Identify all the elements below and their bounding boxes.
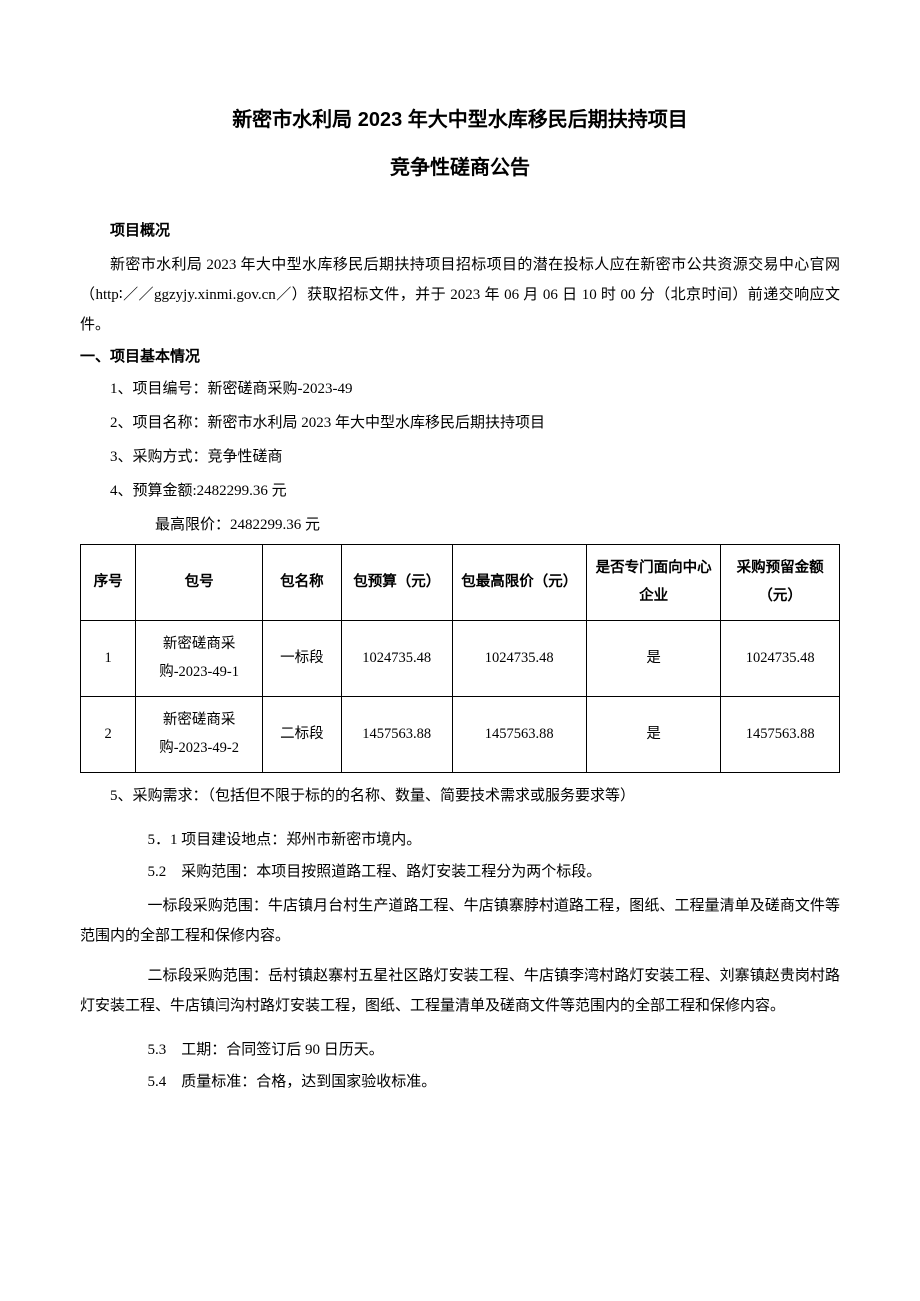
cell-sme: 是 [586,697,720,773]
section-a-heading: 一、项目基本情况 [80,342,840,372]
table-row: 2 新密磋商采购-2023-49-2 二标段 1457563.88 145756… [81,697,840,773]
cell-budget: 1457563.88 [341,697,452,773]
item-5-2b: 二标段采购范围：岳村镇赵寨村五星社区路灯安装工程、牛店镇李湾村路灯安装工程、刘寨… [80,961,840,1021]
item-5-2a: 一标段采购范围：牛店镇月台村生产道路工程、牛店镇寨脖村道路工程，图纸、工程量清单… [80,891,840,951]
cell-package-name: 一标段 [262,621,341,697]
cell-package-no: 新密磋商采购-2023-49-1 [136,621,263,697]
cell-reserve: 1457563.88 [721,697,840,773]
item-4b: 最高限价：2482299.36 元 [110,510,840,540]
th-max-price: 包最高限价（元） [452,545,586,621]
th-package-no: 包号 [136,545,263,621]
cell-budget: 1024735.48 [341,621,452,697]
cell-max-price: 1024735.48 [452,621,586,697]
packages-table: 序号 包号 包名称 包预算（元） 包最高限价（元） 是否专门面向中心企业 采购预… [80,544,840,773]
th-budget: 包预算（元） [341,545,452,621]
item-2: 2、项目名称：新密市水利局 2023 年大中型水库移民后期扶持项目 [110,408,840,438]
item-1: 1、项目编号：新密磋商采购-2023-49 [110,374,840,404]
document-title-line1: 新密市水利局 2023 年大中型水库移民后期扶持项目 [80,100,840,140]
overview-heading: 项目概况 [80,216,840,246]
item-4: 4、预算金额:2482299.36 元 [110,476,840,506]
table-header-row: 序号 包号 包名称 包预算（元） 包最高限价（元） 是否专门面向中心企业 采购预… [81,545,840,621]
cell-package-name: 二标段 [262,697,341,773]
cell-reserve: 1024735.48 [721,621,840,697]
item-5-intro: 5、采购需求：（包括但不限于标的的名称、数量、简要技术需求或服务要求等） [110,781,840,811]
document-title-line2: 竞争性磋商公告 [80,148,840,188]
table-row: 1 新密磋商采购-2023-49-1 一标段 1024735.48 102473… [81,621,840,697]
item-3: 3、采购方式：竞争性磋商 [110,442,840,472]
cell-seq: 1 [81,621,136,697]
item-5-1: 5．1 项目建设地点：郑州市新密市境内。 [110,825,840,855]
cell-package-no: 新密磋商采购-2023-49-2 [136,697,263,773]
th-seq: 序号 [81,545,136,621]
th-package-name: 包名称 [262,545,341,621]
item-5-4: 5.4 质量标准：合格，达到国家验收标准。 [110,1067,840,1097]
th-reserve: 采购预留金额（元） [721,545,840,621]
th-sme: 是否专门面向中心企业 [586,545,720,621]
item-5-2: 5.2 采购范围：本项目按照道路工程、路灯安装工程分为两个标段。 [110,857,840,887]
item-5-3: 5.3 工期：合同签订后 90 日历天。 [110,1035,840,1065]
cell-sme: 是 [586,621,720,697]
overview-text: 新密市水利局 2023 年大中型水库移民后期扶持项目招标项目的潜在投标人应在新密… [80,250,840,340]
cell-seq: 2 [81,697,136,773]
cell-max-price: 1457563.88 [452,697,586,773]
